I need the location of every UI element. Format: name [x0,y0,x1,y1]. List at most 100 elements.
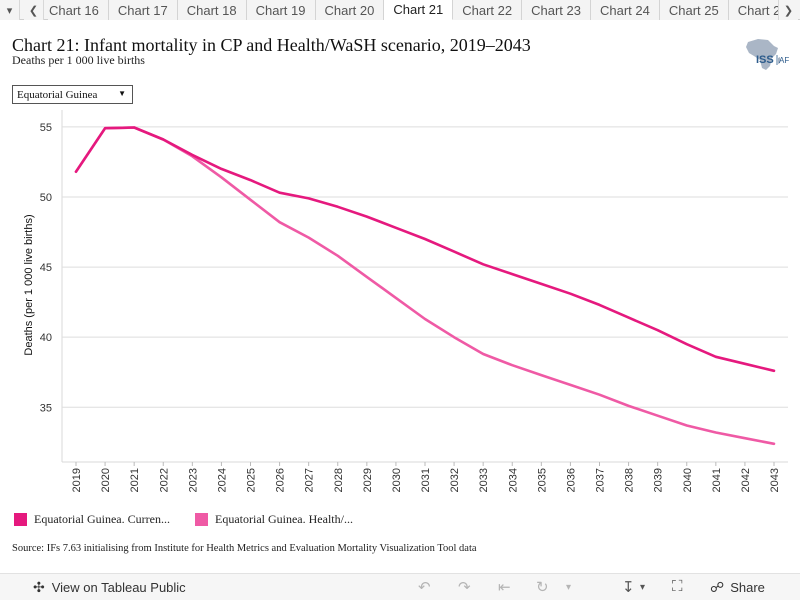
data-point-s1-2022[interactable] [160,136,166,142]
data-point-s1-2040[interactable] [684,423,690,429]
tabs-scroll-left-button[interactable]: ❮ [24,0,44,20]
data-point-s0-2032[interactable] [451,249,457,255]
chart-title: Chart 21: Infant mortality in CP and Hea… [12,35,531,55]
data-point-s0-2031[interactable] [422,236,428,242]
x-tick-label: 2021 [129,468,141,492]
data-point-s1-2023[interactable] [189,153,195,159]
download-icon[interactable]: ↧ [622,579,635,596]
data-point-s1-2020[interactable] [102,125,108,131]
data-point-s1-2035[interactable] [538,372,544,378]
y-tick-label: 45 [40,262,52,274]
data-point-s0-2034[interactable] [509,271,515,277]
data-point-s1-2025[interactable] [248,197,254,203]
legend-item-health-wash[interactable]: Equatorial Guinea. Health/... [195,512,353,527]
x-tick-label: 2032 [449,468,461,492]
data-point-s1-2032[interactable] [451,334,457,340]
undo-icon[interactable]: ↶ [418,579,431,596]
legend-swatch-current-path [14,513,27,526]
source-note: Source: IFs 7.63 initialising from Insti… [12,543,477,554]
data-point-s0-2043[interactable] [771,368,777,374]
data-point-s1-2037[interactable] [597,392,603,398]
tabs-scroll-right-button[interactable]: ❯ [778,0,798,20]
data-point-s0-2027[interactable] [306,195,312,201]
data-point-s0-2025[interactable] [248,177,254,183]
chevron-left-icon: ❮ [28,4,39,17]
data-point-s1-2031[interactable] [422,316,428,322]
tab-chart-21[interactable]: Chart 21 [384,0,454,20]
data-point-s0-2039[interactable] [655,327,661,333]
tab-chart-17[interactable]: Chart 17 [108,0,178,20]
data-point-s1-2027[interactable] [306,235,312,241]
data-point-s1-2030[interactable] [393,295,399,301]
data-point-s0-2029[interactable] [364,214,370,220]
share-label: Share [730,580,765,595]
tableau-toolbar: ✣ View on Tableau Public ↶ ↷ ⇤ ↻ ▾ ↧ ▾ ⛶… [0,573,800,600]
logo-text: ISS [756,54,774,66]
data-point-s0-2030[interactable] [393,225,399,231]
x-tick-label: 2035 [536,468,548,492]
x-tick-label: 2019 [71,468,83,492]
data-point-s1-2042[interactable] [742,435,748,441]
redo-icon[interactable]: ↷ [458,579,471,596]
data-point-s1-2039[interactable] [655,413,661,419]
fullscreen-icon[interactable]: ⛶ [672,578,683,595]
download-menu-caret-icon[interactable]: ▾ [640,582,646,593]
data-point-s1-2034[interactable] [509,362,515,368]
tab-chart-25[interactable]: Chart 25 [659,0,729,20]
data-point-s0-2033[interactable] [480,261,486,267]
data-point-s1-2041[interactable] [713,430,719,436]
data-point-s1-2038[interactable] [626,403,632,409]
x-tick-label: 2031 [420,468,432,492]
x-tick-label: 2022 [158,468,170,492]
view-on-tableau-public-link[interactable]: ✣ View on Tableau Public [33,579,186,596]
view-on-tableau-public-label: View on Tableau Public [51,580,186,595]
x-tick-label: 2028 [333,468,345,492]
africa-map-icon: ISS AF [746,39,789,70]
data-point-s0-2024[interactable] [218,166,224,172]
refresh-menu-caret-icon[interactable]: ▾ [566,582,572,593]
tab-chart-19[interactable]: Chart 19 [246,0,316,20]
tab-chart-18[interactable]: Chart 18 [177,0,247,20]
series-line-0[interactable] [74,126,776,373]
tab-chart-22[interactable]: Chart 22 [453,0,523,20]
data-point-s1-2028[interactable] [335,253,341,259]
country-filter-dropdown[interactable]: Equatorial Guinea ▼ [12,85,133,104]
data-point-s0-2026[interactable] [277,190,283,196]
data-point-s1-2043[interactable] [771,441,777,447]
x-tick-label: 2039 [653,468,665,492]
data-point-s0-2036[interactable] [567,291,573,297]
data-point-s1-2021[interactable] [131,125,137,131]
data-point-s0-2038[interactable] [626,315,632,321]
caret-down-icon: ▾ [6,4,13,17]
data-point-s0-2035[interactable] [538,281,544,287]
legend-item-current-path[interactable]: Equatorial Guinea. Curren... [14,512,170,527]
data-point-s1-2036[interactable] [567,382,573,388]
chevron-right-icon: ❯ [783,4,794,17]
data-point-s1-2019[interactable] [73,169,79,175]
chart-subtitle: Deaths per 1 000 live births [12,53,145,67]
refresh-icon[interactable]: ↻ [536,579,549,596]
y-tick-label: 40 [40,332,52,344]
x-tick-label: 2040 [682,468,694,492]
data-point-s0-2028[interactable] [335,204,341,210]
y-tick-label: 55 [40,122,52,134]
data-point-s0-2042[interactable] [742,361,748,367]
revert-icon[interactable]: ⇤ [498,579,511,596]
tab-chart-23[interactable]: Chart 23 [522,0,591,20]
data-point-s0-2037[interactable] [597,302,603,308]
tab-chart-20[interactable]: Chart 20 [315,0,385,20]
series-line-1[interactable] [74,126,776,446]
tab-bar: ▾ ❮ Chart 16 Chart 17 Chart 18 Chart 19 Char… [0,0,800,20]
data-point-s0-2040[interactable] [684,341,690,347]
data-point-s1-2024[interactable] [218,174,224,180]
share-button[interactable]: ☍ Share [710,579,765,596]
tab-chart-26[interactable]: Chart 26 [728,0,778,20]
data-point-s1-2033[interactable] [480,351,486,357]
tabs-menu-button[interactable]: ▾ [0,0,20,20]
tab-chart-16[interactable]: Chart 16 [48,0,109,20]
x-tick-label: 2024 [216,468,228,492]
data-point-s1-2029[interactable] [364,274,370,280]
tab-chart-24[interactable]: Chart 24 [591,0,660,20]
data-point-s1-2026[interactable] [277,219,283,225]
data-point-s0-2041[interactable] [713,354,719,360]
